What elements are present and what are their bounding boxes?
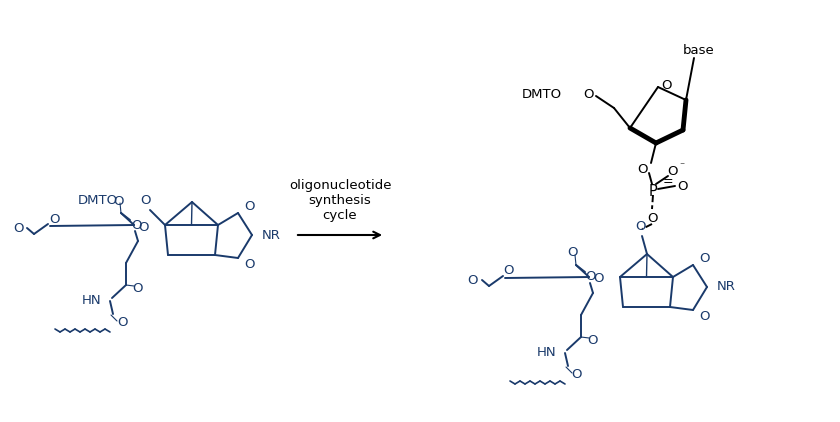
Text: O: O [117, 316, 127, 330]
Text: HN: HN [81, 295, 101, 308]
Text: O: O [699, 311, 709, 324]
Text: base: base [683, 43, 715, 57]
Text: O: O [244, 259, 255, 271]
Text: O: O [113, 195, 123, 208]
Text: DMTO: DMTO [522, 87, 562, 100]
Text: oligonucleotide
synthesis
cycle: oligonucleotide synthesis cycle [289, 179, 391, 222]
Text: HN: HN [537, 346, 556, 360]
Text: O: O [504, 265, 514, 278]
Text: O: O [668, 165, 678, 178]
Text: O: O [13, 222, 24, 235]
Text: O: O [132, 281, 142, 295]
Text: O: O [131, 219, 141, 232]
Text: O: O [583, 87, 593, 100]
Text: NR: NR [262, 228, 281, 241]
Text: O: O [678, 179, 688, 192]
Text: O: O [49, 213, 60, 225]
Text: O: O [593, 273, 603, 286]
Text: O: O [637, 162, 648, 176]
Text: O: O [138, 221, 148, 233]
Text: O: O [661, 78, 671, 92]
Text: O: O [647, 211, 657, 225]
Text: O: O [572, 368, 582, 381]
Text: O: O [568, 246, 578, 260]
Text: O: O [636, 219, 646, 233]
Text: O: O [699, 252, 709, 265]
Text: O: O [587, 333, 597, 346]
Text: O: O [468, 273, 478, 287]
Text: ⁻: ⁻ [680, 161, 685, 171]
Text: P: P [648, 184, 658, 198]
Text: O: O [585, 271, 596, 284]
Text: NR: NR [717, 281, 736, 293]
Text: =: = [663, 176, 674, 189]
Text: DMTO: DMTO [78, 194, 118, 206]
Text: O: O [244, 200, 255, 213]
Text: O: O [139, 194, 150, 206]
